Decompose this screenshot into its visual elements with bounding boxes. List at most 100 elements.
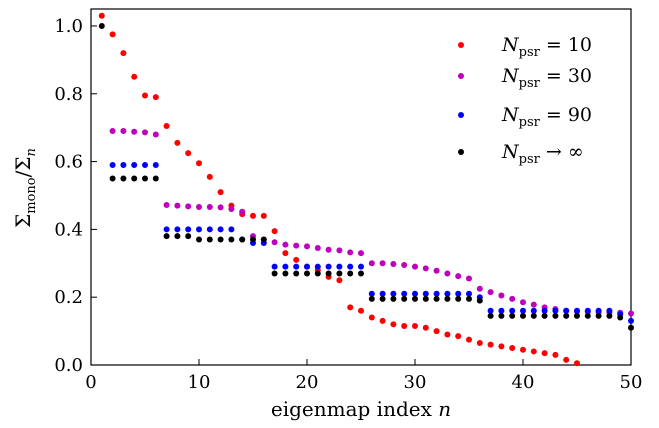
- data-point: [563, 307, 570, 314]
- data-point: [282, 270, 289, 277]
- y-axis: 0.0 0.2 0.4 0.6 0.8 1.0: [54, 16, 97, 376]
- data-point: [574, 307, 580, 314]
- data-point: [498, 307, 505, 314]
- data-point: [466, 290, 472, 297]
- data-point: [422, 324, 429, 331]
- y-axis-label: Σmono/Σn: [11, 148, 39, 228]
- data-point: [217, 236, 224, 243]
- data-point: [455, 290, 462, 297]
- data-point: [163, 226, 170, 233]
- data-point: [217, 226, 224, 233]
- x-tick-label: 0: [85, 372, 96, 393]
- series-3: [98, 22, 634, 331]
- data-point: [584, 307, 591, 314]
- data-point: [552, 312, 559, 319]
- data-point: [174, 226, 181, 233]
- data-point: [304, 263, 310, 270]
- data-point: [206, 173, 213, 180]
- x-tick-label: 10: [188, 372, 211, 393]
- data-point: [98, 12, 105, 19]
- data-point: [325, 246, 332, 253]
- data-point: [401, 295, 408, 302]
- data-point: [368, 290, 375, 297]
- data-point: [466, 295, 472, 302]
- data-point: [271, 270, 278, 277]
- data-point: [250, 212, 256, 219]
- data-point: [509, 295, 516, 302]
- data-point: [422, 265, 429, 272]
- data-point: [574, 312, 580, 319]
- data-point: [401, 323, 408, 330]
- data-point: [433, 295, 440, 302]
- data-point: [520, 346, 526, 353]
- data-point: [347, 249, 354, 256]
- data-point: [358, 307, 364, 314]
- data-point: [379, 295, 386, 302]
- data-point: [196, 226, 202, 233]
- data-point: [498, 343, 505, 350]
- data-point: [314, 270, 321, 277]
- data-point: [120, 161, 127, 168]
- data-point: [476, 285, 483, 292]
- data-point: [196, 160, 202, 167]
- data-point: [476, 339, 483, 346]
- legend-entry: Npsr = 10: [501, 34, 592, 60]
- data-point: [487, 289, 494, 296]
- data-point: [368, 295, 375, 302]
- data-point: [433, 328, 440, 335]
- legend-marker: [458, 73, 464, 79]
- data-point: [541, 312, 548, 319]
- data-point: [336, 270, 343, 277]
- data-point: [498, 312, 505, 319]
- data-point: [142, 92, 148, 99]
- data-point: [228, 236, 235, 243]
- data-point: [293, 263, 300, 270]
- data-point: [563, 312, 570, 319]
- data-point: [390, 321, 397, 328]
- data-point: [433, 267, 440, 274]
- legend-entry: Npsr = 90: [501, 104, 592, 130]
- legend: Npsr = 10 Npsr = 30 Npsr = 90 Npsr → ∞: [458, 34, 592, 167]
- data-point: [574, 360, 580, 367]
- data-point: [379, 290, 386, 297]
- data-point: [217, 204, 224, 211]
- series-2: [109, 161, 634, 324]
- data-point: [530, 307, 537, 314]
- data-point: [163, 122, 170, 129]
- data-point: [509, 307, 516, 314]
- data-point: [444, 331, 451, 338]
- data-point: [271, 263, 278, 270]
- data-point: [358, 250, 364, 257]
- data-point: [131, 73, 138, 80]
- data-point: [271, 228, 278, 235]
- data-point: [541, 350, 548, 357]
- data-point: [444, 290, 451, 297]
- data-point: [142, 129, 148, 136]
- data-point: [239, 236, 246, 243]
- data-point: [498, 292, 505, 299]
- data-point: [120, 175, 127, 182]
- data-point: [109, 128, 116, 135]
- data-point: [628, 324, 634, 331]
- data-point: [466, 275, 472, 282]
- data-point: [401, 261, 408, 268]
- data-point: [487, 307, 494, 314]
- data-point: [293, 256, 300, 263]
- data-point: [487, 341, 494, 348]
- data-point: [163, 201, 170, 208]
- data-point: [412, 290, 418, 297]
- data-point: [282, 263, 289, 270]
- data-point: [444, 270, 451, 277]
- data-point: [304, 243, 310, 250]
- data-point: [142, 161, 148, 168]
- data-point: [250, 236, 256, 243]
- x-tick-label: 40: [512, 372, 535, 393]
- data-point: [390, 295, 397, 302]
- data-point: [293, 270, 300, 277]
- data-point: [174, 202, 181, 209]
- data-point: [152, 175, 159, 182]
- x-tick-label: 20: [296, 372, 319, 393]
- data-point: [152, 131, 159, 138]
- data-point: [422, 290, 429, 297]
